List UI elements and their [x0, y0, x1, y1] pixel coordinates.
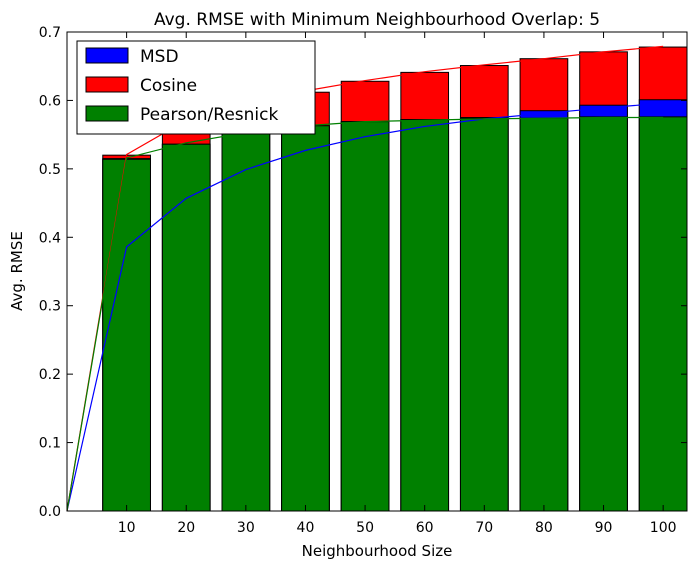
legend-label-pearson-resnick: Pearson/Resnick [140, 105, 278, 125]
line-pearson-resnick [66, 116, 664, 512]
bar-pearson-resnick-90 [579, 116, 628, 512]
x-tick-label: 20 [177, 520, 195, 536]
y-tick-label: 0.5 [39, 162, 61, 178]
x-tick-label: 70 [475, 520, 493, 536]
plot-frame [66, 31, 688, 512]
legend-label-msd: MSD [140, 47, 179, 67]
bar-pearson-resnick-70 [459, 117, 509, 512]
legend-swatch-cosine [85, 76, 129, 93]
y-tick-label: 0.2 [39, 367, 61, 383]
y-tick-label: 0.7 [39, 25, 61, 41]
bars-layer [102, 46, 688, 512]
bar-pearson-resnick-100 [638, 116, 688, 512]
legend-label-cosine: Cosine [140, 76, 197, 96]
ticks-layer: 0.0 0.1 0.2 0.3 0.4 0.5 0.6 0.7 10 20 30 40 50 60 70 80… [39, 25, 687, 536]
bar-pearson-resnick-20 [161, 143, 211, 512]
x-tick-label: 100 [650, 520, 677, 536]
line-msd [66, 102, 664, 512]
y-tick-label: 0.1 [39, 436, 61, 452]
y-axis-label: Avg. RMSE [8, 231, 26, 311]
y-tick-label: 0.0 [39, 504, 61, 520]
legend-swatch-msd [85, 47, 129, 64]
y-tick-label: 0.3 [39, 299, 61, 315]
x-tick-label: 10 [118, 520, 136, 536]
bar-pearson-resnick-60 [400, 119, 450, 512]
legend-swatch-pearson-resnick [85, 105, 129, 122]
bar-pearson-resnick-50 [340, 121, 390, 512]
x-tick-label: 40 [297, 520, 315, 536]
x-tick-label: 80 [535, 520, 553, 536]
x-tick-label: 50 [356, 520, 374, 536]
x-axis-label: Neighbourhood Size [302, 542, 453, 560]
chart-title: Avg. RMSE with Minimum Neighbourhood Ove… [154, 10, 600, 30]
legend: MSD Cosine Pearson/Resnick [76, 40, 316, 135]
x-tick-label: 90 [595, 520, 613, 536]
bar-pearson-resnick-10 [102, 158, 151, 512]
y-tick-label: 0.4 [39, 230, 61, 246]
bar-pearson-resnick-30 [221, 132, 271, 512]
y-tick-label: 0.6 [39, 93, 61, 109]
bar-pearson-resnick-80 [519, 117, 569, 512]
x-tick-label: 30 [237, 520, 255, 536]
bar-pearson-resnick-40 [281, 125, 330, 512]
x-tick-label: 60 [416, 520, 434, 536]
